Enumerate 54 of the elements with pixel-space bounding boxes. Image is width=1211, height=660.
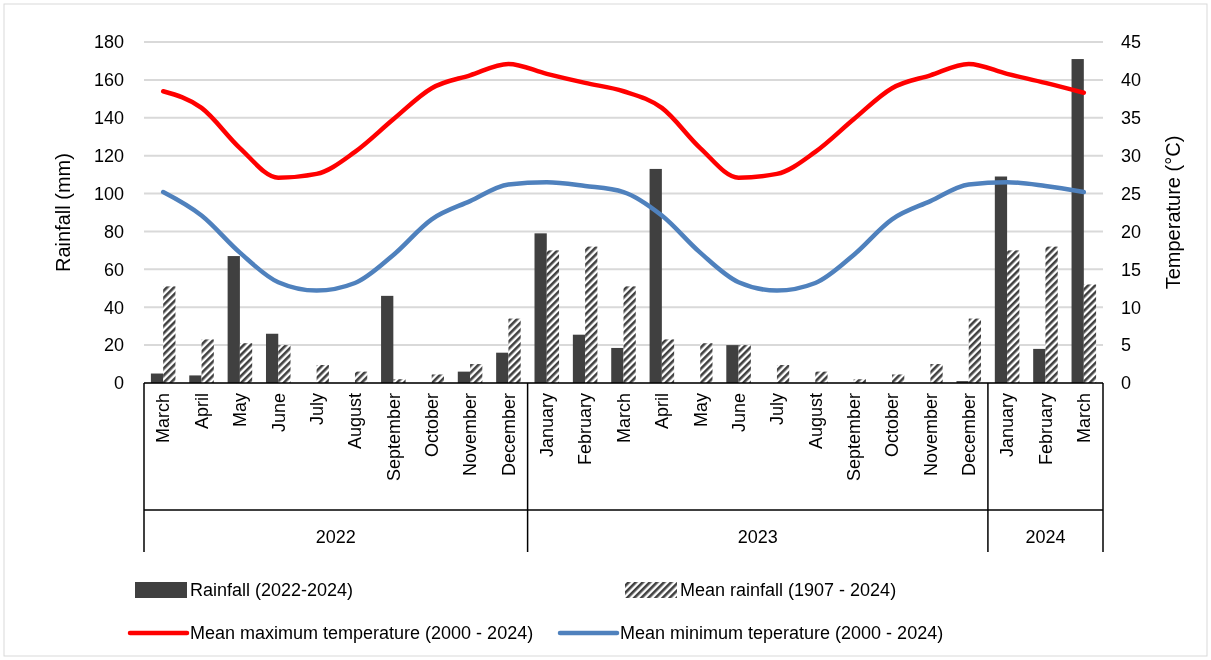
legend-label: Mean rainfall (1907 - 2024) xyxy=(680,580,897,601)
x-tick-label: February xyxy=(1035,393,1056,466)
legend-label: Mean minimum teperature (2000 - 2024) xyxy=(620,623,944,644)
y2-tick-label: 0 xyxy=(1121,373,1132,394)
x-tick-label: September xyxy=(383,393,404,482)
x-tick-label: January xyxy=(537,393,558,458)
x-tick-label: August xyxy=(805,393,826,450)
x-tick-label: September xyxy=(843,393,864,482)
y-tick-label: 160 xyxy=(93,70,124,91)
y2-axis-title: Temperature (°C) xyxy=(1162,135,1184,290)
y2-tick-label: 5 xyxy=(1121,335,1132,356)
y2-tick-label: 10 xyxy=(1121,297,1142,318)
y-tick-label: 20 xyxy=(103,335,124,356)
x-tick-label: June xyxy=(728,393,749,433)
y-tick-label: 0 xyxy=(113,373,124,394)
y2-tick-label: 35 xyxy=(1121,108,1142,129)
y-tick-label: 140 xyxy=(93,108,124,129)
x-tick-label: December xyxy=(498,393,519,477)
y-axis-title: Rainfall (mm) xyxy=(52,153,74,272)
y2-tick-label: 30 xyxy=(1121,145,1142,166)
y-tick-label: 180 xyxy=(93,32,124,53)
x-tick-label: November xyxy=(460,393,481,477)
x-tick-label: December xyxy=(959,393,980,477)
y2-tick-label: 20 xyxy=(1121,221,1142,242)
y2-tick-label: 40 xyxy=(1121,70,1142,91)
legend-label: Mean maximum temperature (2000 - 2024) xyxy=(190,623,534,644)
x-tick-label: July xyxy=(306,393,327,426)
y-tick-label: 60 xyxy=(103,259,124,280)
text: 2022 xyxy=(315,527,356,547)
x-tick-label: June xyxy=(268,393,289,433)
y2-tick-label: 45 xyxy=(1121,32,1142,53)
text: 2024 xyxy=(1025,527,1066,547)
x-tick-label: October xyxy=(422,393,442,458)
y-tick-label: 100 xyxy=(93,183,124,204)
x-tick-label: April xyxy=(652,393,673,430)
x-tick-label: May xyxy=(690,393,711,428)
x-tick-label: March xyxy=(1074,393,1095,444)
x-tick-label: May xyxy=(230,393,251,428)
y-tick-label: 80 xyxy=(103,221,124,242)
x-tick-label: November xyxy=(920,393,941,477)
y2-tick-label: 25 xyxy=(1121,183,1142,204)
x-tick-label: January xyxy=(997,393,1018,458)
x-tick-label: August xyxy=(345,393,366,450)
x-tick-label: April xyxy=(191,393,212,430)
x-tick-label: July xyxy=(767,393,788,426)
x-tick-label: October xyxy=(882,393,903,458)
legend-label: Rainfall (2022-2024) xyxy=(190,580,354,601)
y2-tick-label: 15 xyxy=(1121,259,1142,280)
x-tick-label: March xyxy=(613,393,634,444)
y-tick-label: 120 xyxy=(93,145,124,166)
y-tick-label: 40 xyxy=(103,297,124,318)
text: 2023 xyxy=(737,527,778,547)
x-tick-label: February xyxy=(575,393,596,466)
x-tick-label: March xyxy=(153,393,174,444)
